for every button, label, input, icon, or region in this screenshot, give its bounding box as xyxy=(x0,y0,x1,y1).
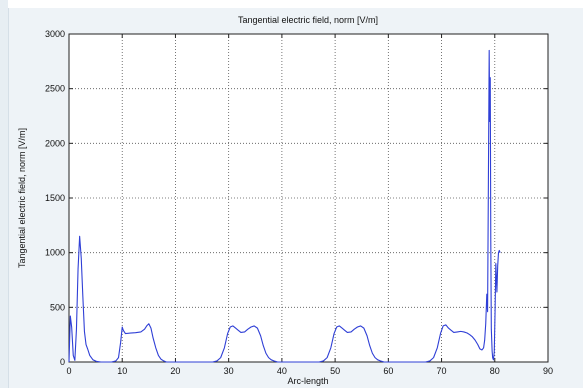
y-tick-label: 1500 xyxy=(45,193,65,203)
y-tick-label: 1000 xyxy=(45,248,65,258)
x-tick-label: 0 xyxy=(66,366,71,376)
y-tick-label: 0 xyxy=(60,357,65,367)
top-panel-edge xyxy=(8,0,583,8)
y-tick-label: 2000 xyxy=(45,138,65,148)
x-tick-label: 70 xyxy=(437,366,447,376)
series-line xyxy=(68,49,501,363)
plot-area xyxy=(68,33,549,363)
x-tick-label: 50 xyxy=(330,366,340,376)
x-tick-label: 60 xyxy=(383,366,393,376)
left-panel-edge xyxy=(0,0,9,388)
x-tick-label: 20 xyxy=(170,366,180,376)
y-tick-label: 500 xyxy=(50,302,65,312)
x-tick-label: 10 xyxy=(117,366,127,376)
x-tick-label: 90 xyxy=(543,366,553,376)
x-axis-label: Arc-length xyxy=(287,376,328,386)
y-tick-label: 3000 xyxy=(45,29,65,39)
x-tick-label: 80 xyxy=(490,366,500,376)
figure-canvas: Tangential electric field, norm [V/m] 0 1… xyxy=(9,8,583,388)
y-axis-label: Tangential electric field, norm [V/m] xyxy=(17,128,27,268)
series-layer xyxy=(68,49,501,363)
x-tick-label: 30 xyxy=(224,366,234,376)
y-tick-label: 2500 xyxy=(45,84,65,94)
x-tick-labels: 0 10 20 30 40 50 60 70 80 90 xyxy=(66,366,553,376)
axis-ticks xyxy=(68,33,549,363)
line-chart: Tangential electric field, norm [V/m] 0 1… xyxy=(17,15,553,386)
x-tick-label: 40 xyxy=(277,366,287,376)
y-tick-labels: 0 500 1000 1500 2000 2500 3000 xyxy=(45,29,65,367)
chart-title: Tangential electric field, norm [V/m] xyxy=(238,15,378,25)
